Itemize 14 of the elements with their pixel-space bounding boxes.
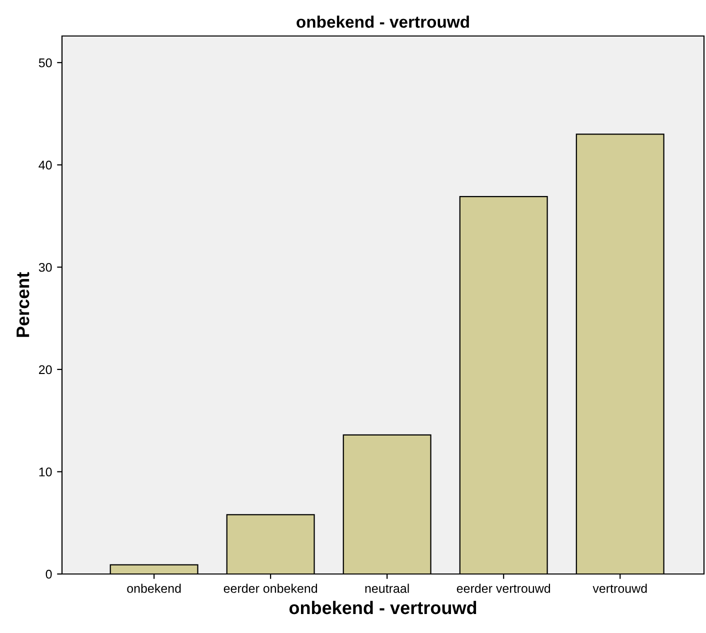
y-tick-label: 50 — [38, 58, 52, 68]
y-tick-label: 40 — [38, 160, 52, 170]
x-tick-label: eerder onbekend — [224, 584, 318, 593]
y-tick-label: 30 — [38, 262, 52, 272]
y-tick-label: 10 — [39, 468, 52, 476]
y-tick-label: 20 — [39, 365, 52, 374]
x-tick-label: onbekend — [127, 584, 181, 593]
y-tick-label: 0 — [46, 570, 52, 579]
x-axis-title: onbekend - vertrouwd — [289, 600, 476, 614]
x-tick-label: neutraal — [365, 584, 409, 593]
chart-title: onbekend - vertrouwd — [296, 16, 469, 28]
x-tick-label: vertrouwd — [592, 584, 647, 593]
x-tick-label: eerder vertrouwd — [456, 584, 550, 593]
y-axis-title: Percent — [16, 272, 30, 337]
